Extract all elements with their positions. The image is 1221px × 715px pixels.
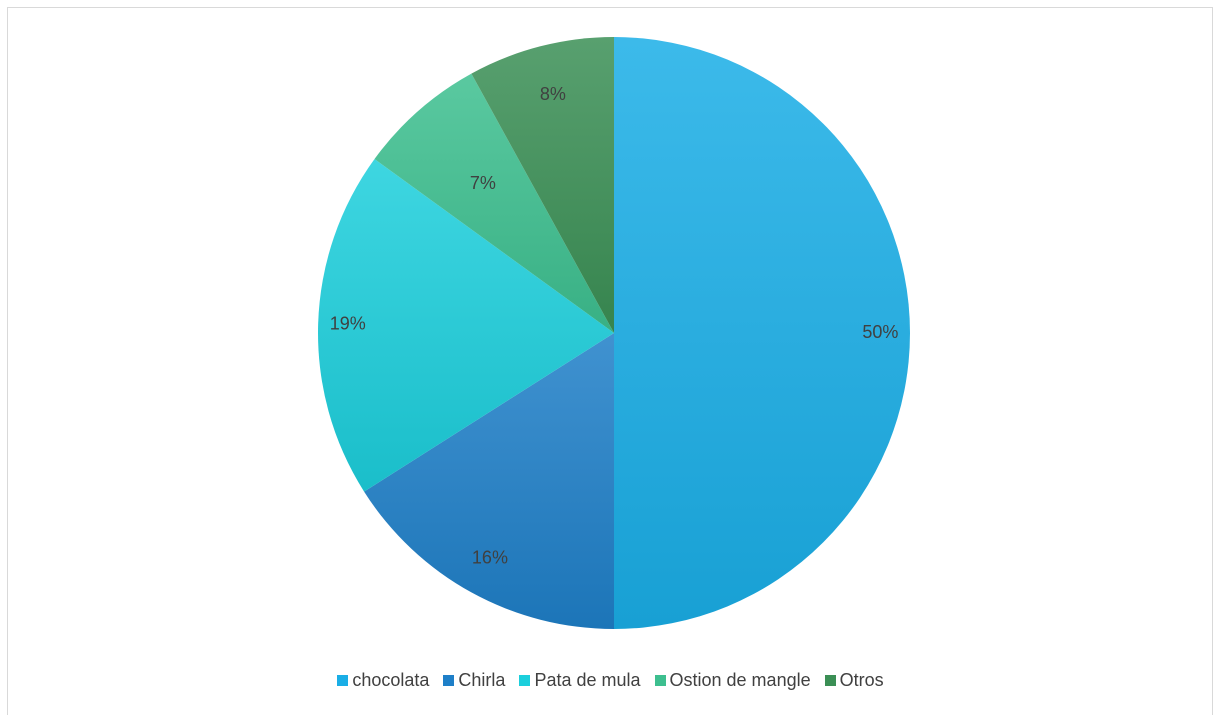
legend-swatch — [655, 675, 666, 686]
data-label-chirla: 16% — [472, 547, 508, 567]
legend-item-otros: Otros — [825, 670, 884, 691]
legend-label: Otros — [840, 670, 884, 691]
legend-swatch — [337, 675, 348, 686]
legend-swatch — [443, 675, 454, 686]
data-label-pata-de-mula: 19% — [330, 313, 366, 333]
legend-item-ostion-de-mangle: Ostion de mangle — [655, 670, 811, 691]
legend-item-chocolata: chocolata — [337, 670, 429, 691]
legend-label: Ostion de mangle — [670, 670, 811, 691]
legend-label: Pata de mula — [534, 670, 640, 691]
data-label-ostion-de-mangle: 7% — [470, 173, 496, 193]
data-label-otros: 8% — [540, 84, 566, 104]
chart-legend: chocolata Chirla Pata de mula Ostion de man… — [0, 670, 1221, 691]
pie-slices — [318, 37, 910, 629]
legend-label: chocolata — [352, 670, 429, 691]
legend-item-pata-de-mula: Pata de mula — [519, 670, 640, 691]
legend-swatch — [519, 675, 530, 686]
data-label-chocolata: 50% — [862, 322, 898, 342]
legend-item-chirla: Chirla — [443, 670, 505, 691]
legend-swatch — [825, 675, 836, 686]
legend-label: Chirla — [458, 670, 505, 691]
